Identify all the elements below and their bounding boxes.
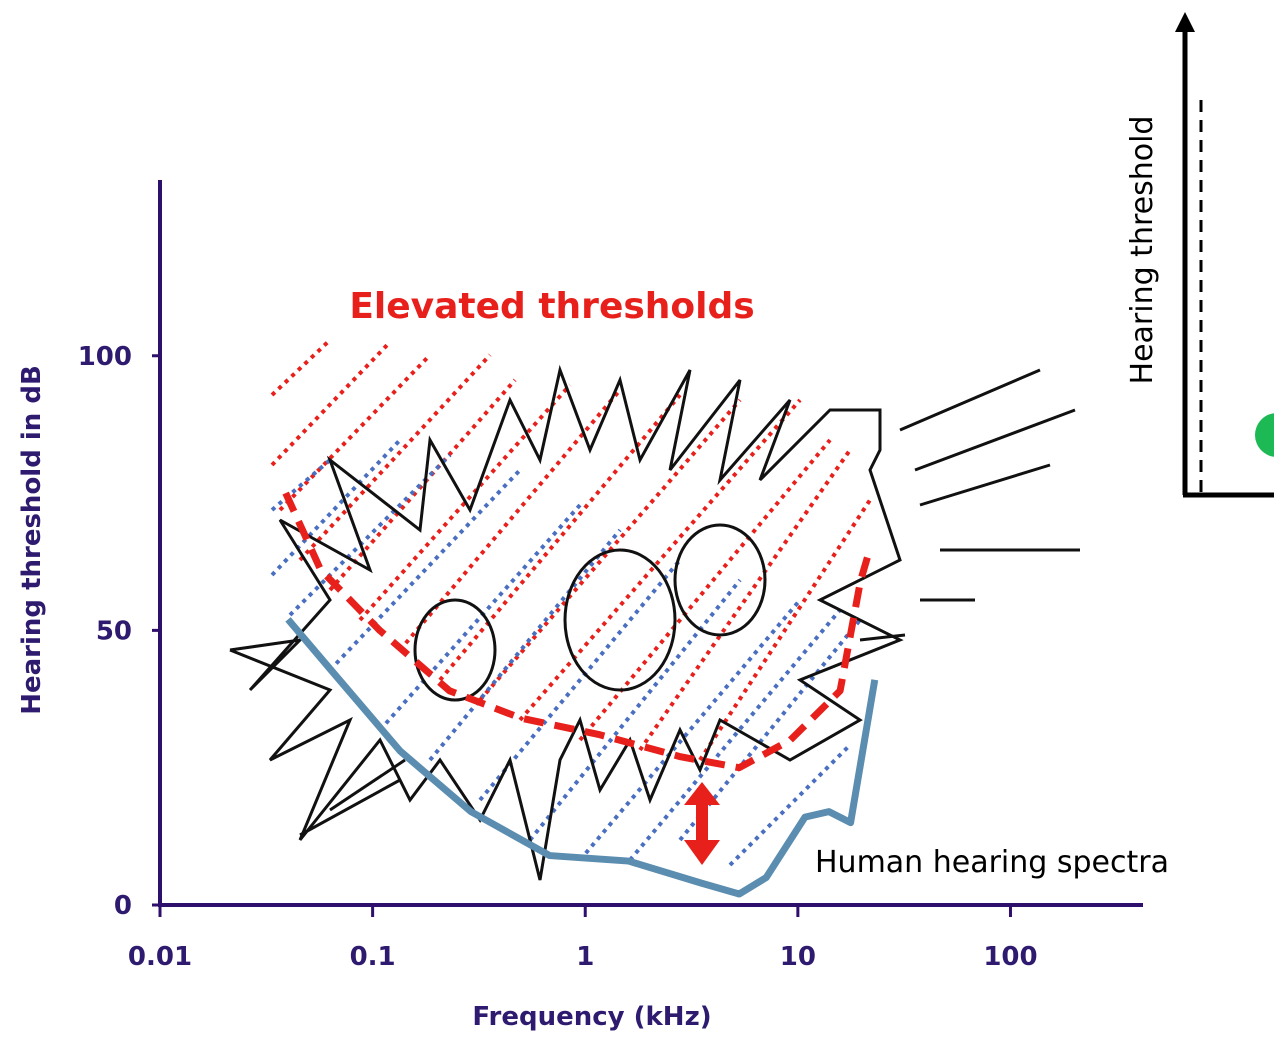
- y-axis-label: Hearing threshold in dB: [17, 365, 47, 715]
- inset-axis-label: Hearing threshold: [1125, 116, 1160, 385]
- inset: Hearing threshold: [1125, 12, 1274, 498]
- x-tick-label: 1: [576, 942, 594, 972]
- x-tick-label: 10: [780, 942, 816, 972]
- x-axis-label: Frequency (kHz): [472, 1002, 711, 1032]
- series-label: Elevated thresholds: [349, 286, 754, 327]
- y-tick-label: 0: [114, 891, 132, 921]
- x-tick-label: 100: [983, 942, 1037, 972]
- y-tick-label: 100: [78, 342, 132, 372]
- x-tick-label: 0.1: [350, 942, 396, 972]
- decoration: [229, 338, 1080, 881]
- inset-marker: [1255, 413, 1274, 457]
- y-tick-label: 50: [96, 616, 132, 646]
- series-line: [285, 617, 879, 898]
- inset-arrow: [1175, 12, 1195, 32]
- series-label: Human hearing spectra: [815, 845, 1169, 880]
- x-tick-label: 0.01: [128, 942, 192, 972]
